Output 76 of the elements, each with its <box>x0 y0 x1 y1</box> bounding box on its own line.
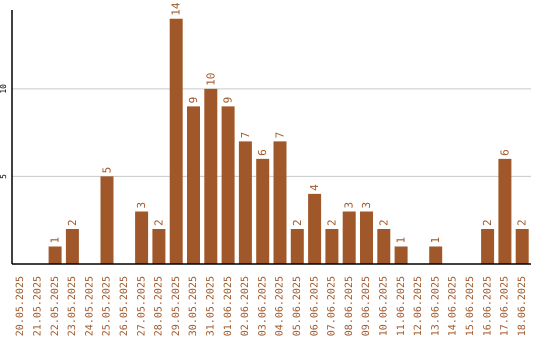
bar <box>342 211 356 264</box>
x-tick-label: 30.05.2025 <box>188 276 200 336</box>
x-tick-label: 22.05.2025 <box>50 276 61 336</box>
x-tick-label: 25.05.2025 <box>102 276 113 336</box>
x-tick-label: 05.06.2025 <box>292 276 303 336</box>
x-tick-label: 08.06.2025 <box>344 276 355 336</box>
x-tick-label: 17.06.2025 <box>500 276 511 336</box>
x-tick-label: 20.05.2025 <box>15 276 26 336</box>
bar <box>360 211 373 264</box>
bar <box>204 88 218 264</box>
bar <box>170 18 183 264</box>
bar <box>290 228 304 264</box>
x-tick-label: 29.05.2025 <box>170 276 182 336</box>
data-label: 2 <box>152 219 166 226</box>
x-tick-label: 11.06.2025 <box>396 276 407 336</box>
bar <box>100 176 114 264</box>
bar <box>238 141 252 264</box>
x-tick-label: 15.06.2025 <box>464 276 476 336</box>
x-tick-label: 31.05.2025 <box>205 276 216 336</box>
x-tick-label: 14.06.2025 <box>448 276 459 336</box>
data-label: 9 <box>222 96 235 104</box>
x-tick-label: 26.05.2025 <box>118 276 130 336</box>
bar <box>256 158 270 264</box>
x-tick-label: 28.05.2025 <box>154 276 165 336</box>
x-tick-label: 03.06.2025 <box>257 276 268 336</box>
data-label: 5 <box>100 166 114 174</box>
bar <box>308 194 322 264</box>
bar <box>394 246 408 264</box>
data-label: 9 <box>187 96 200 104</box>
data-label: 2 <box>377 219 390 226</box>
data-label: 1 <box>48 236 62 244</box>
data-label: 2 <box>481 219 494 226</box>
data-label: 2 <box>516 219 529 226</box>
data-label: 7 <box>274 132 286 138</box>
x-tick-label: 21.05.2025 <box>32 276 44 336</box>
x-tick-label: 09.06.2025 <box>361 276 372 336</box>
x-tick-label: 18.06.2025 <box>516 276 528 336</box>
data-label: 3 <box>135 202 148 208</box>
x-tick-label: 24.05.2025 <box>84 276 96 336</box>
data-label: 14 <box>170 2 183 16</box>
data-label: 2 <box>66 219 79 226</box>
data-label: 6 <box>498 149 512 156</box>
data-label: 1 <box>394 236 408 244</box>
bar <box>429 246 442 264</box>
x-tick-label: 02.06.2025 <box>240 276 252 336</box>
x-tick-label: 07.06.2025 <box>326 276 338 336</box>
data-label: 2 <box>290 219 304 226</box>
bar <box>48 246 62 264</box>
bar <box>135 211 148 264</box>
x-tick-label: 16.06.2025 <box>482 276 494 336</box>
bar <box>325 228 338 264</box>
bar <box>187 106 200 264</box>
bar <box>516 228 529 264</box>
bar <box>274 141 286 264</box>
data-label: 2 <box>325 219 338 226</box>
x-tick-label: 10.06.2025 <box>378 276 390 336</box>
x-tick-label: 04.06.2025 <box>274 276 286 336</box>
bar <box>377 228 390 264</box>
data-label: 1 <box>429 236 442 244</box>
x-tick-label: 13.06.2025 <box>430 276 442 336</box>
data-label: 4 <box>308 184 322 191</box>
x-tick-label: 06.06.2025 <box>309 276 320 336</box>
data-label: 10 <box>204 72 218 86</box>
x-tick-label: 12.06.2025 <box>413 276 424 336</box>
bar <box>481 228 494 264</box>
bar <box>222 106 235 264</box>
data-label: 3 <box>360 202 373 208</box>
data-label: 6 <box>256 149 270 156</box>
bar <box>498 158 512 264</box>
x-tick-label: 01.06.2025 <box>222 276 234 336</box>
data-label: 3 <box>342 202 356 208</box>
data-label: 7 <box>238 132 252 138</box>
x-tick-label: 23.05.2025 <box>67 276 78 336</box>
x-tick-label: 27.05.2025 <box>136 276 148 336</box>
bar <box>66 228 79 264</box>
bar <box>152 228 166 264</box>
